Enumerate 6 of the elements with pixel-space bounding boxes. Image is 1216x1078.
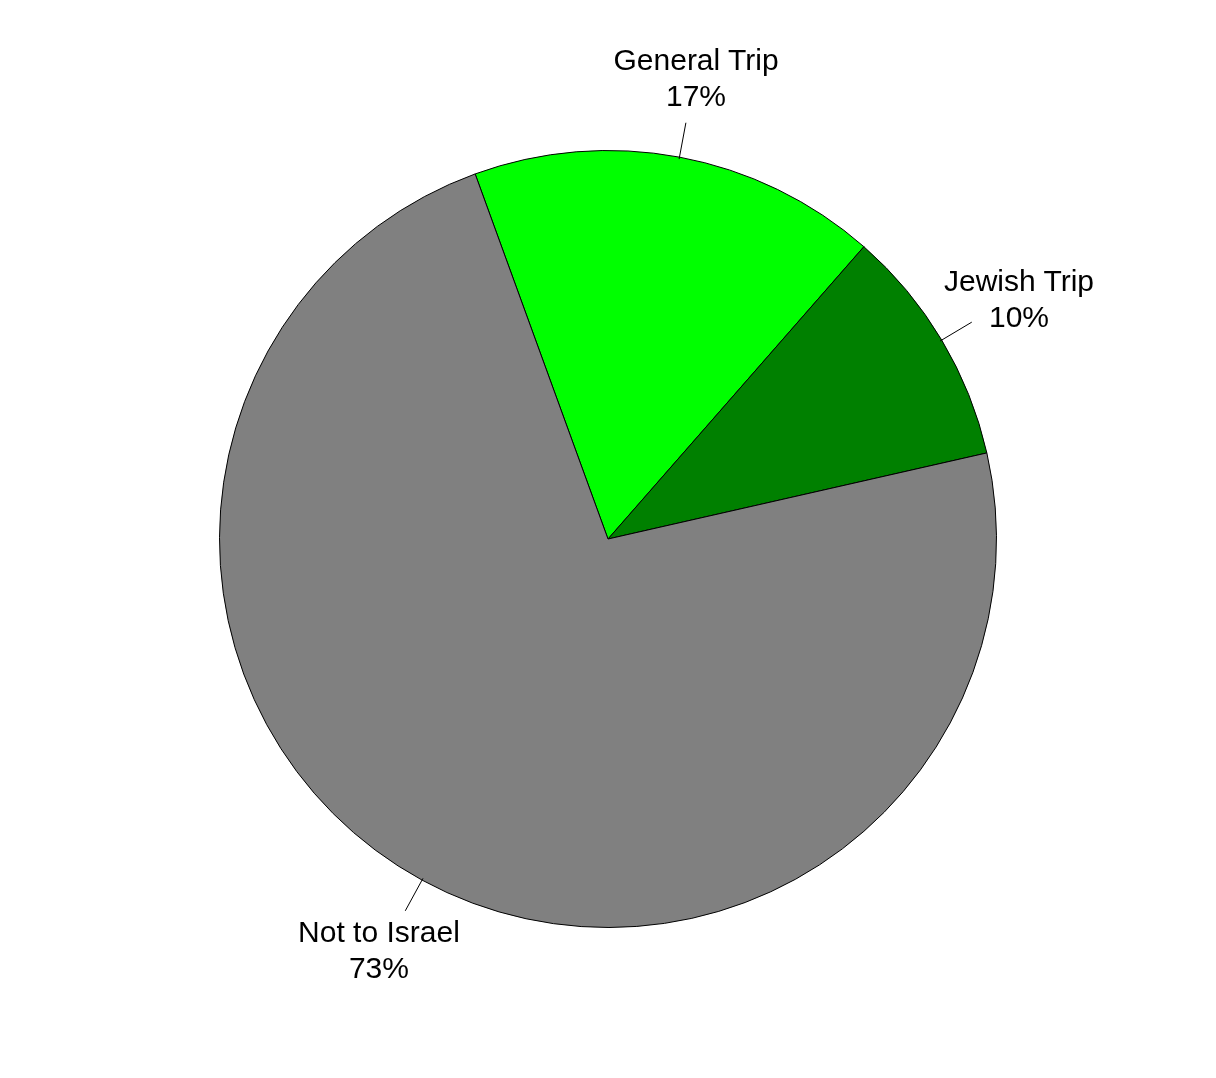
- slice-label: Jewish Trip: [943, 264, 1095, 298]
- data-label: 10%: [988, 300, 1050, 334]
- slice-label: Not to Israel: [298, 915, 460, 949]
- data-label: 17%: [666, 79, 727, 113]
- data-label: 73%: [348, 951, 409, 985]
- slice-label: General Trip: [613, 43, 779, 77]
